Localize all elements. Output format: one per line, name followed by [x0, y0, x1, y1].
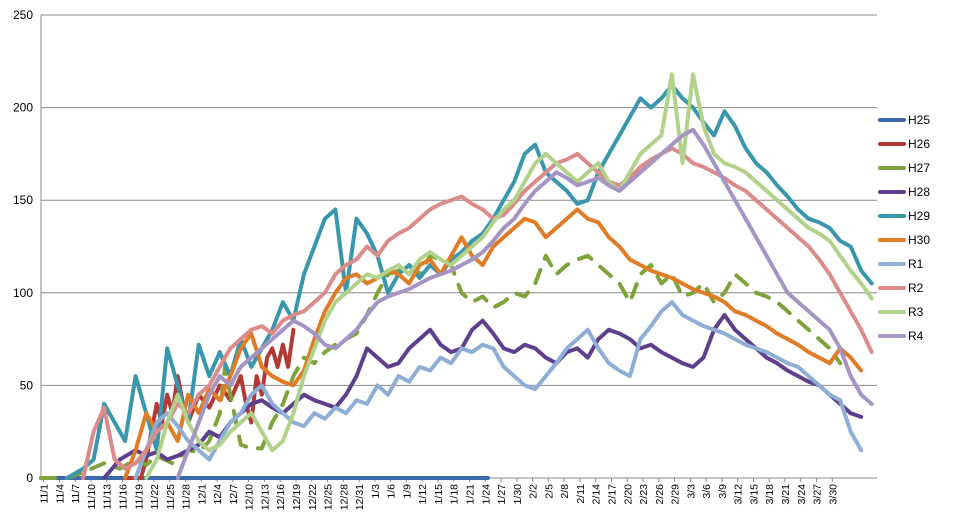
legend: H25 H26 H27 H28 H29 H30 R1 R2 R3 R4: [878, 113, 930, 343]
x-tick-label: 1/21: [465, 484, 477, 505]
x-tick-label: 12/25: [323, 484, 335, 510]
x-tick-label: 1/6: [386, 484, 398, 499]
x-tick-label: 12/1: [196, 484, 208, 505]
x-tick-label: 2/29: [670, 484, 682, 505]
x-tick-label: 3/21: [780, 484, 792, 505]
x-tick-label: 11/1: [39, 484, 51, 504]
x-tick-label: 3/6: [701, 484, 713, 499]
legend-label-h27: H27: [908, 161, 930, 175]
series-line-r4: [175, 127, 874, 480]
x-tick-label: 11/25: [165, 484, 177, 510]
legend-label-h26: H26: [908, 137, 930, 151]
x-tick-label: 12/13: [259, 484, 271, 510]
x-tick-label: 11/16: [117, 484, 129, 510]
x-tick-label: 2/5: [543, 484, 555, 499]
x-tick-label: 3/24: [796, 484, 808, 505]
x-tick-label: 11/28: [181, 484, 193, 510]
x-tick-label: 1/30: [512, 484, 524, 505]
legend-label-r2: R2: [908, 281, 924, 295]
x-tick-label: 1/27: [496, 484, 508, 505]
y-axis: 0 50 100 150 200 250: [13, 8, 42, 485]
series-lines: [39, 72, 874, 480]
x-tick-label: 12/31: [354, 484, 366, 510]
x-tick-label: 1/18: [449, 484, 461, 505]
series-line-r1: [133, 300, 864, 480]
legend-label-r4: R4: [908, 329, 924, 343]
x-tick-label: 11/13: [102, 484, 114, 510]
x-axis: 11/1 11/4 11/7 11/10 11/13 11/16 11/19 11/22 11/…: [39, 478, 839, 510]
x-tick-label: 1/12: [417, 484, 429, 505]
x-tick-label: 12/16: [275, 484, 287, 510]
x-tick-label: 12/7: [228, 484, 240, 505]
x-tick-label: 12/10: [244, 484, 256, 510]
y-tick-label: 0: [26, 471, 33, 485]
x-tick-label: 3/3: [685, 484, 697, 499]
x-tick-label: 11/7: [70, 484, 82, 504]
legend-label-h28: H28: [908, 185, 930, 199]
x-tick-label: 2/11: [575, 484, 587, 504]
legend-label-r1: R1: [908, 257, 924, 271]
x-tick-label: 1/9: [401, 484, 413, 499]
x-tick-label: 11/22: [149, 484, 161, 510]
x-tick-label: 2/23: [638, 484, 650, 505]
x-tick-label: 12/22: [307, 484, 319, 510]
series-line-r3: [144, 72, 874, 480]
series-line-h27: [39, 253, 843, 480]
x-tick-label: 2/26: [654, 484, 666, 505]
y-tick-label: 100: [13, 286, 33, 300]
legend-label-r3: R3: [908, 305, 924, 319]
series-line-r2: [81, 146, 874, 480]
x-tick-label: 1/15: [433, 484, 445, 505]
x-tick-label: 3/12: [733, 484, 745, 505]
x-tick-label: 1/3: [370, 484, 382, 499]
series-line-h29: [65, 83, 874, 480]
x-tick-label: 12/4: [212, 484, 224, 505]
x-tick-label: 3/30: [827, 484, 839, 505]
x-tick-label: 2/8: [559, 484, 571, 499]
x-tick-label: 2/17: [606, 484, 618, 505]
x-tick-label: 11/10: [86, 484, 98, 510]
x-tick-label: 11/4: [54, 484, 66, 504]
legend-label-h29: H29: [908, 209, 930, 223]
x-tick-label: 3/9: [717, 484, 729, 499]
x-tick-label: 3/27: [812, 484, 824, 505]
legend-label-h25: H25: [908, 113, 930, 127]
legend-label-h30: H30: [908, 233, 930, 247]
x-tick-label: 12/19: [291, 484, 303, 510]
y-tick-label: 150: [13, 193, 33, 207]
y-tick-label: 50: [20, 378, 34, 392]
x-tick-label: 1/24: [480, 484, 492, 505]
x-tick-label: 2/20: [622, 484, 634, 505]
x-tick-label: 3/15: [748, 484, 760, 505]
x-tick-label: 12/28: [338, 484, 350, 510]
y-tick-label: 200: [13, 101, 33, 115]
x-tick-label: 2/2: [528, 484, 540, 499]
y-tick-label: 250: [13, 8, 33, 22]
x-tick-label: 11/19: [133, 484, 145, 510]
series-line-h30: [123, 207, 864, 480]
x-tick-label: 2/14: [591, 484, 603, 505]
x-tick-label: 3/18: [764, 484, 776, 505]
